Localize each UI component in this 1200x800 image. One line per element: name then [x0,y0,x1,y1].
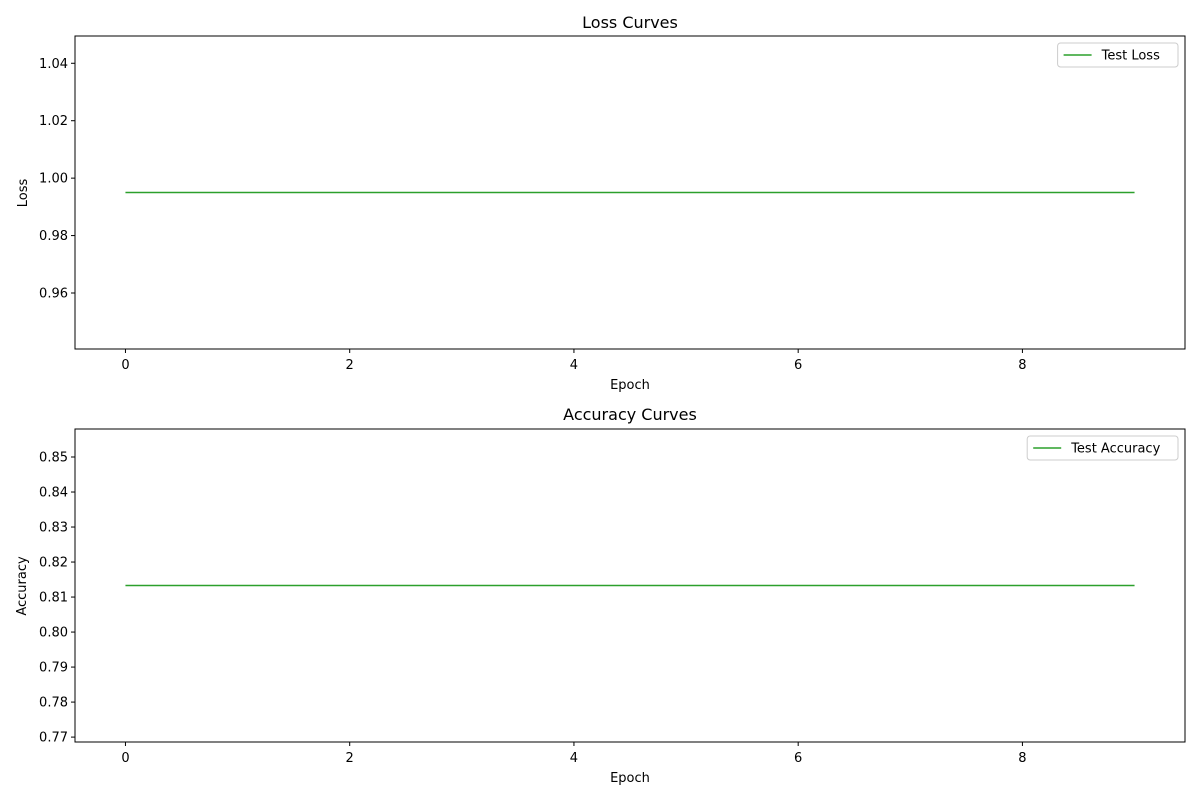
loss-y-tick-label: 0.98 [39,229,68,244]
accuracy-x-tick-label: 0 [121,751,129,766]
accuracy-y-tick-label: 0.84 [39,486,68,501]
loss-legend-box [1057,42,1179,68]
accuracy-x-tick-label: 4 [570,751,578,766]
loss-y-tick-label: 0.96 [39,287,68,302]
accuracy-y-tick-label: 0.83 [39,521,68,536]
loss-legend: Test Loss [1057,42,1179,68]
accuracy-y-tick-label: 0.81 [39,591,68,606]
accuracy-x-tick-label: 6 [794,751,802,766]
accuracy-y-axis-label: Accuracy [15,556,30,616]
accuracy-y-tick-label: 0.77 [39,731,68,746]
loss-x-tick-label: 2 [346,358,354,373]
loss-legend-label: Test Loss [1101,49,1160,64]
accuracy-legend-label: Test Accuracy [1070,442,1160,457]
loss-plot-area: 0 2 4 6 8 0.96 0.98 1.00 1.02 1.04 Test Loss [39,35,1186,373]
accuracy-y-tick-label: 0.82 [39,556,68,571]
accuracy-chart-title: Accuracy Curves [563,405,697,424]
loss-y-tick-label: 1.00 [39,172,68,187]
accuracy-axes-frame [74,428,1186,743]
loss-chart-title: Loss Curves [582,13,678,32]
accuracy-x-axis-label: Epoch [610,771,650,786]
accuracy-x-tick-label: 2 [346,751,354,766]
loss-chart-panel: Loss Curves 0 2 4 6 8 0.96 0.98 1.00 1.02 1.04 Tes… [16,13,1186,393]
loss-axes-frame [74,35,1186,350]
accuracy-y-tick-label: 0.79 [39,661,68,676]
accuracy-legend: Test Accuracy [1026,435,1179,461]
loss-y-tick-label: 1.02 [39,114,68,129]
loss-y-tick-label: 1.04 [39,57,68,72]
accuracy-y-tick-label: 0.78 [39,696,68,711]
accuracy-y-tick-label: 0.80 [39,626,68,641]
loss-y-axis-label: Loss [16,179,31,208]
loss-x-tick-label: 0 [121,358,129,373]
loss-x-axis-label: Epoch [610,378,650,393]
accuracy-chart-panel: Accuracy Curves 0 2 4 6 8 0.77 0.78 0.79 0.80 0.8… [15,405,1186,786]
accuracy-y-tick-label: 0.85 [39,451,68,466]
accuracy-legend-box [1026,435,1179,461]
loss-x-tick-label: 8 [1018,358,1026,373]
loss-x-tick-label: 6 [794,358,802,373]
accuracy-plot-area: 0 2 4 6 8 0.77 0.78 0.79 0.80 0.81 0.82 0.83 0.84 0.8… [39,428,1186,766]
accuracy-x-tick-label: 8 [1018,751,1026,766]
loss-x-tick-label: 4 [570,358,578,373]
